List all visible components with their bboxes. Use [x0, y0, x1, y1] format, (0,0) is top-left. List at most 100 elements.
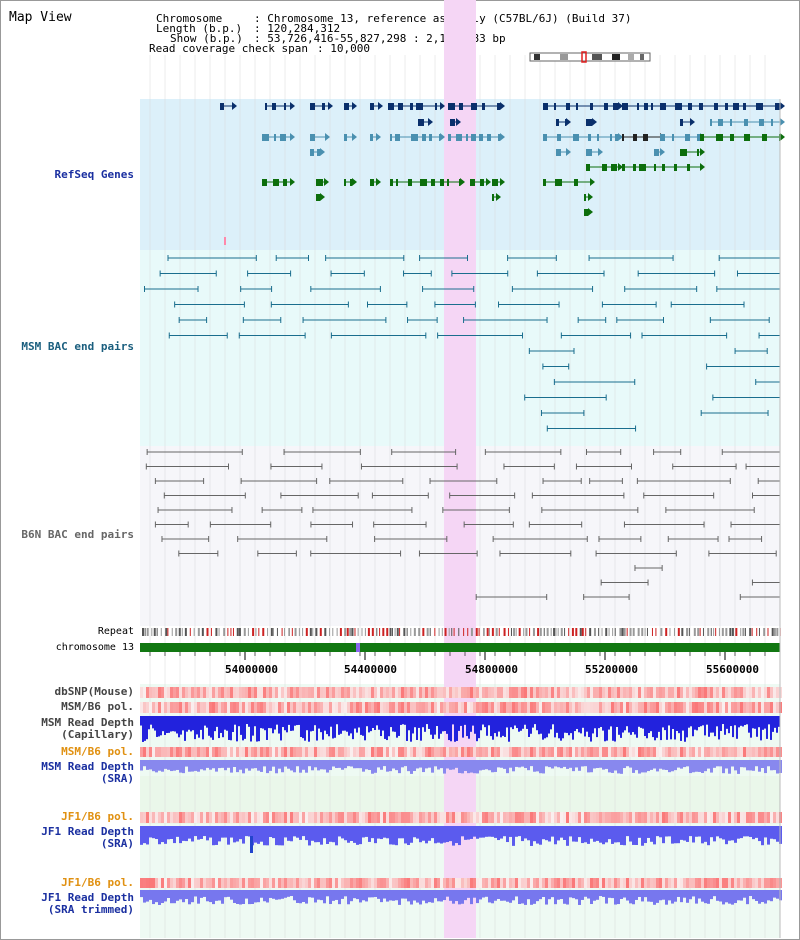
depth-bar: [239, 760, 242, 770]
depth-bar: [539, 760, 542, 774]
depth-bar: [407, 826, 410, 846]
depth-bar: [416, 760, 419, 769]
coverage-cell: [143, 747, 146, 757]
coverage-cell: [173, 687, 176, 698]
coverage-cell: [251, 747, 254, 757]
gene-exon: [662, 164, 665, 171]
depth-bar: [456, 716, 458, 741]
repeat-element: [721, 628, 724, 636]
coverage-cell: [194, 812, 197, 823]
depth-bar: [404, 826, 407, 844]
coverage-cell: [380, 687, 383, 698]
coverage-cell: [383, 812, 386, 823]
depth-bar: [578, 716, 580, 733]
coverage-cell: [362, 878, 365, 888]
depth-bar: [356, 716, 358, 733]
coverage-cell: [689, 702, 692, 713]
depth-bar: [448, 716, 450, 741]
coverage-cell: [311, 747, 314, 757]
depth-bar: [581, 760, 584, 767]
depth-bar: [494, 716, 496, 734]
coverage-cell: [263, 687, 266, 698]
repeat-element: [324, 628, 327, 636]
coverage-cell: [506, 878, 509, 888]
depth-bar: [521, 760, 524, 767]
coverage-cell: [464, 878, 467, 888]
coverage-cell: [407, 747, 410, 757]
coverage-cell: [449, 747, 452, 757]
coverage-cell: [161, 702, 164, 713]
depth-bar: [144, 716, 146, 741]
track-label-b6n-bac[interactable]: B6N BAC end pairs: [21, 528, 134, 541]
depth-bar: [734, 716, 736, 726]
depth-bar: [704, 760, 707, 772]
coverage-cell: [689, 747, 692, 757]
depth-bar: [156, 716, 158, 737]
coverage-cell: [653, 747, 656, 757]
coverage-cell: [353, 702, 356, 713]
coverage-cell: [203, 878, 206, 888]
coverage-cell: [233, 878, 236, 888]
coverage-cell: [170, 878, 173, 888]
depth-bar: [344, 826, 347, 841]
depth-bar: [702, 716, 704, 726]
depth-bar: [263, 760, 266, 767]
depth-bar: [683, 890, 686, 898]
depth-bar: [212, 716, 214, 740]
depth-bar: [270, 716, 272, 729]
depth-bar: [653, 760, 656, 769]
depth-bar: [350, 760, 353, 767]
depth-bar: [638, 716, 640, 727]
coverage-cell: [563, 878, 566, 888]
track-label-refseq[interactable]: RefSeq Genes: [54, 168, 134, 181]
coverage-cell: [266, 812, 269, 823]
repeat-element: [673, 628, 675, 636]
repeat-element: [537, 628, 540, 636]
repeat-element: [718, 628, 720, 636]
coverage-cell: [497, 747, 500, 757]
depth-bar: [359, 890, 362, 903]
depth-bar: [707, 826, 710, 846]
gene-exon: [586, 119, 592, 126]
coverage-cell: [629, 702, 632, 713]
coverage-cell: [374, 878, 377, 888]
coverage-cell: [320, 878, 323, 888]
depth-bar: [359, 826, 362, 845]
depth-bar: [197, 760, 200, 772]
coverage-cell: [191, 687, 194, 698]
depth-bar: [509, 826, 512, 837]
gene-exon: [492, 194, 494, 201]
coverage-cell: [407, 702, 410, 713]
coverage-cell: [587, 687, 590, 698]
coverage-cell: [365, 702, 368, 713]
coverage-cell: [143, 702, 146, 713]
coverage-cell: [209, 878, 212, 888]
depth-bar: [242, 760, 245, 774]
coverage-cell: [770, 747, 773, 757]
coverage-cell: [536, 687, 539, 698]
coverage-cell: [572, 878, 575, 888]
depth-bar: [173, 890, 176, 904]
coverage-cell: [221, 702, 224, 713]
depth-bar: [500, 890, 503, 901]
coverage-cell: [590, 702, 593, 713]
track-label-msm-bac[interactable]: MSM BAC end pairs: [21, 340, 134, 353]
coverage-cell: [377, 702, 380, 713]
coverage-cell: [377, 878, 380, 888]
coverage-cell: [566, 747, 569, 757]
coverage-cell: [359, 812, 362, 823]
coverage-cell: [536, 702, 539, 713]
depth-bar: [334, 716, 336, 738]
coverage-cell: [434, 878, 437, 888]
coverage-cell: [719, 687, 722, 698]
depth-bar: [194, 826, 197, 837]
coverage-cell: [692, 687, 695, 698]
depth-bar: [239, 890, 242, 905]
gene-exon: [710, 119, 712, 126]
depth-bar: [365, 890, 368, 902]
depth-bar: [317, 890, 320, 900]
coverage-cell: [713, 878, 716, 888]
coverage-cell: [245, 687, 248, 698]
coverage-cell: [761, 702, 764, 713]
